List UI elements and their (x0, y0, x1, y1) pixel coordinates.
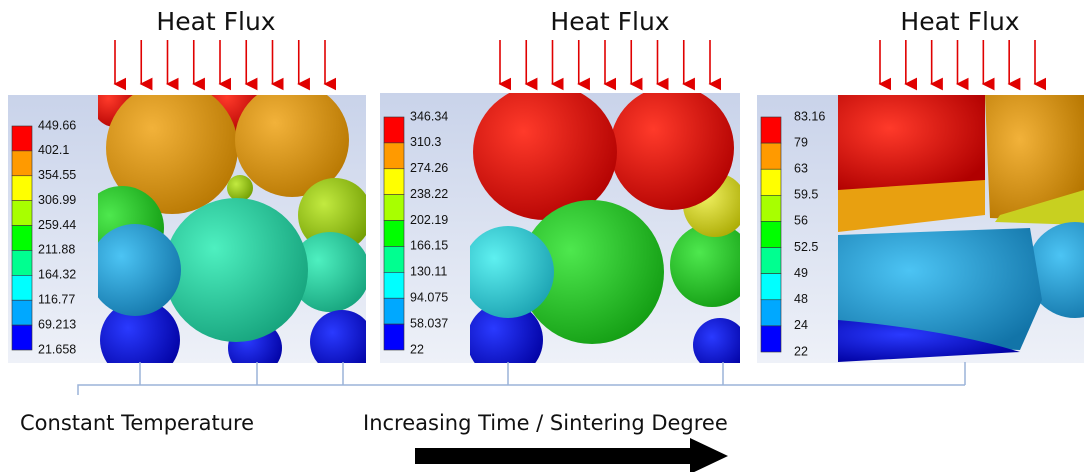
legend-swatch (761, 169, 781, 195)
legend-label: 259.44 (38, 218, 76, 232)
legend-label: 130.11 (410, 265, 447, 279)
legend-label: 21.658 (38, 342, 76, 356)
legend-label: 310.3 (410, 135, 441, 149)
legend-label: 306.99 (38, 193, 76, 207)
legend-label: 48 (794, 292, 808, 306)
particles (462, 84, 754, 378)
bracket (78, 362, 965, 395)
legend-label: 346.34 (410, 109, 448, 123)
legend-swatch (761, 117, 781, 143)
caption-right: Increasing Time / Sintering Degree (363, 411, 728, 435)
legend-swatch (12, 151, 32, 176)
legend-swatch (761, 274, 781, 300)
legend-label: 69.213 (38, 317, 76, 331)
legend-label: 164.32 (38, 268, 76, 282)
legend-label: 63 (794, 162, 808, 176)
legend-label: 166.15 (410, 239, 448, 253)
direction-arrow (415, 438, 728, 472)
legend-label: 116.77 (38, 293, 75, 307)
legend-label: 22 (794, 344, 808, 358)
legend-label: 22 (410, 342, 424, 356)
legend-swatch (761, 300, 781, 326)
legend-swatch (761, 221, 781, 247)
legend-swatch (761, 326, 781, 352)
legend-label: 274.26 (410, 161, 448, 175)
legend-swatch (384, 324, 404, 350)
panel-title: Heat Flux (550, 7, 669, 36)
legend-swatch (384, 298, 404, 324)
legend-label: 24 (794, 318, 808, 332)
legend-label: 238.22 (410, 187, 448, 201)
legend-swatch (12, 176, 32, 201)
legend-swatch (761, 195, 781, 221)
legend-swatch (384, 221, 404, 247)
legend-label: 49 (794, 266, 808, 280)
legend-label: 58.037 (410, 316, 448, 330)
legend-label: 354.55 (38, 168, 76, 182)
legend-label: 79 (794, 135, 808, 149)
legend-label: 59.5 (794, 188, 818, 202)
legend-swatch (12, 275, 32, 300)
legend-swatch (384, 195, 404, 221)
legend-swatch (761, 248, 781, 274)
legend-swatch (12, 201, 32, 226)
legend-swatch (12, 250, 32, 275)
caption-left: Constant Temperature (20, 411, 254, 435)
legend-swatch (384, 169, 404, 195)
legend-label: 83.16 (794, 109, 825, 123)
legend-label: 449.66 (38, 118, 76, 132)
legend-label: 56 (794, 214, 808, 228)
legend-label: 402.1 (38, 143, 69, 157)
legend-label: 94.075 (410, 291, 448, 305)
legend-label: 211.88 (38, 243, 75, 257)
page: {"panels":[ {"title":"Heat Flux","legend… (0, 0, 1084, 472)
legend-swatch (384, 143, 404, 169)
legend-swatch (761, 143, 781, 169)
legend-swatch (12, 126, 32, 151)
legend-swatch (384, 246, 404, 272)
legend-swatch (12, 226, 32, 251)
panel-title: Heat Flux (900, 7, 1019, 36)
legend-swatch (384, 272, 404, 298)
panel-title: Heat Flux (156, 7, 275, 36)
legend-swatch (12, 325, 32, 350)
legend-swatch (384, 117, 404, 143)
particles (80, 78, 374, 380)
legend-swatch (12, 300, 32, 325)
legend-label: 202.19 (410, 213, 448, 227)
figure: Constant Temperature Increasing Time / S… (0, 0, 1084, 472)
legend-label: 52.5 (794, 240, 818, 254)
